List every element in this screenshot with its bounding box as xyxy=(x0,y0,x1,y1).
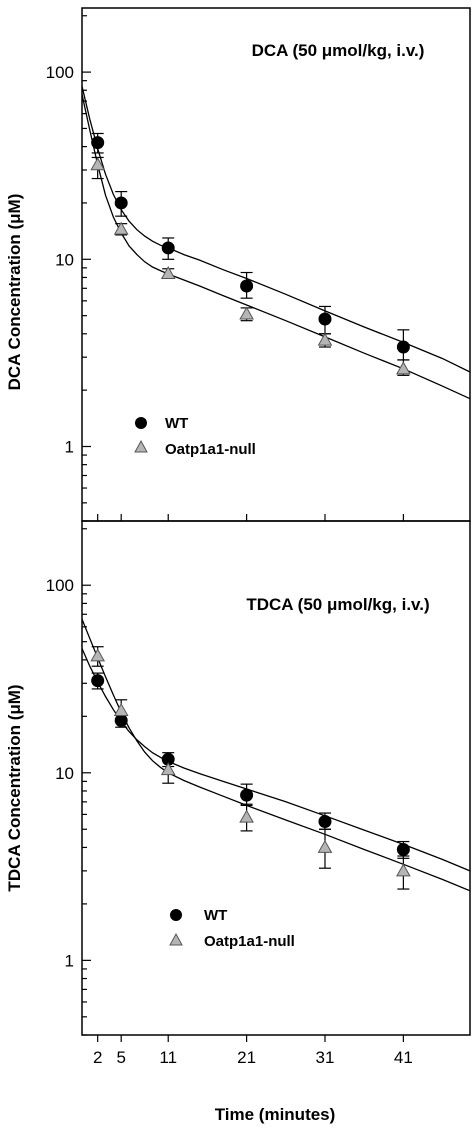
x-tick-label: 41 xyxy=(394,1048,413,1067)
data-point-oatp1a1-null xyxy=(396,361,411,375)
x-tick-label: 21 xyxy=(237,1048,256,1067)
tdca-plot-frame xyxy=(81,520,471,1036)
data-point-wt xyxy=(396,340,410,354)
data-point-wt xyxy=(91,674,105,688)
data-point-oatp1a1-null xyxy=(317,332,333,346)
legend-wt-label: WT xyxy=(204,907,227,924)
data-point-oatp1a1-null xyxy=(239,306,254,320)
dca-panel: DCA (50 μmol/kg, i.v.) DCA Concentration… xyxy=(5,7,471,522)
dca-fit-curves xyxy=(81,86,471,400)
x-tick-label: 31 xyxy=(316,1048,335,1067)
y-tick-label: 100 xyxy=(46,576,74,595)
data-point-wt xyxy=(396,842,410,856)
tdca-data-points xyxy=(90,646,411,890)
data-point-wt xyxy=(161,241,175,255)
data-point-wt xyxy=(318,312,332,326)
legend-oatp1a1-null-marker xyxy=(134,439,148,453)
x-tick-label: 11 xyxy=(159,1048,177,1067)
data-point-wt xyxy=(114,196,128,210)
tdca-panel: TDCA (50 μmol/kg, i.v.) TDCA Concentrati… xyxy=(5,520,471,1124)
fit-curve-wt xyxy=(81,86,471,373)
data-point-oatp1a1-null xyxy=(90,648,106,662)
fit-curve-oatp1a1-null xyxy=(81,618,471,892)
dca-y-ticks: 1 10 100 xyxy=(46,15,91,522)
data-point-oatp1a1-null xyxy=(113,221,129,235)
fit-curve-wt xyxy=(81,648,471,872)
legend-oatp1a1-null-label: Oatp1a1-null xyxy=(204,933,295,950)
x-tick-label: 2 xyxy=(93,1048,102,1067)
data-point-wt xyxy=(161,752,175,766)
dca-data-points xyxy=(90,132,411,376)
data-point-oatp1a1-null xyxy=(160,265,176,279)
fit-curve-oatp1a1-null xyxy=(81,94,471,400)
y-tick-label: 1 xyxy=(65,951,74,970)
data-point-oatp1a1-null xyxy=(239,809,254,823)
x-axis-ticks: 2 5 11 21 31 41 xyxy=(93,1035,413,1067)
data-point-oatp1a1-null xyxy=(396,863,411,877)
dca-legend: WT Oatp1a1-null xyxy=(134,415,256,458)
data-point-wt xyxy=(114,714,128,728)
data-point-oatp1a1-null xyxy=(160,762,176,776)
data-point-wt xyxy=(318,814,332,828)
legend-oatp1a1-null-label: Oatp1a1-null xyxy=(165,441,256,458)
y-tick-label: 10 xyxy=(55,250,74,269)
tdca-y-ticks: 1 10 100 xyxy=(46,528,91,1036)
y-tick-label: 10 xyxy=(55,764,74,783)
data-point-wt xyxy=(240,788,254,802)
dca-panel-title: DCA (50 μmol/kg, i.v.) xyxy=(252,41,425,60)
x-axis-label: Time (minutes) xyxy=(215,1105,336,1124)
y-tick-label: 1 xyxy=(65,438,74,457)
legend-oatp1a1-null-marker xyxy=(169,932,183,946)
data-point-wt xyxy=(91,136,105,150)
tdca-panel-title: TDCA (50 μmol/kg, i.v.) xyxy=(246,595,429,614)
data-point-oatp1a1-null xyxy=(90,157,106,171)
dca-y-axis-label: DCA Concentration (μM) xyxy=(5,194,24,391)
tdca-legend: WT Oatp1a1-null xyxy=(169,907,295,950)
data-point-oatp1a1-null xyxy=(317,839,333,853)
legend-wt-label: WT xyxy=(165,415,188,432)
data-point-wt xyxy=(240,279,254,293)
x-tick-label: 5 xyxy=(116,1048,125,1067)
y-tick-label: 100 xyxy=(46,63,74,82)
tdca-fit-curves xyxy=(81,618,471,892)
legend-wt-marker xyxy=(135,417,147,429)
tdca-y-axis-label: TDCA Concentration (μM) xyxy=(5,684,24,891)
x-ticks-upper xyxy=(97,514,404,521)
legend-wt-marker xyxy=(170,909,182,921)
data-point-oatp1a1-null xyxy=(113,702,129,716)
